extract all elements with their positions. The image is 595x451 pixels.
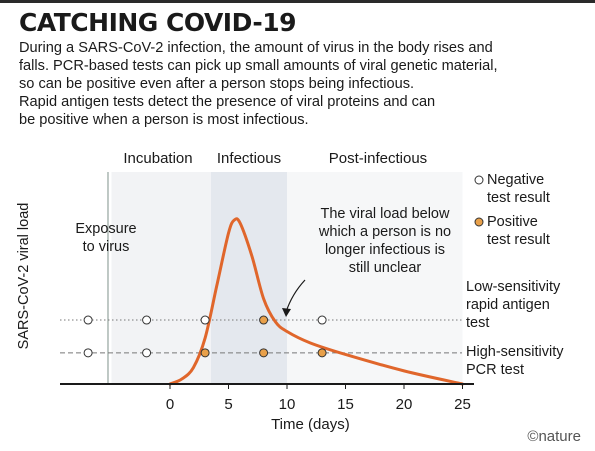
legend-label: test result <box>487 232 550 248</box>
pcr-test-label: PCR test <box>466 362 524 378</box>
phase-band-3 <box>287 172 463 384</box>
phase-band-1 <box>111 172 211 384</box>
intro-line: Rapid antigen tests detect the presence … <box>19 94 436 110</box>
phase-label-3: Post-infectious <box>329 150 427 167</box>
antigen-test-label: Low-sensitivity <box>466 279 561 295</box>
y-axis-title: SARS-CoV-2 viral load <box>16 203 32 350</box>
legend-label: Negative <box>487 172 544 188</box>
legend-label: Positive <box>487 214 538 230</box>
page-title: CATCHING COVID-19 <box>19 8 297 37</box>
positive-result-marker <box>259 348 269 358</box>
nature-credit: ©nature <box>527 428 581 445</box>
top-rule <box>0 0 595 3</box>
positive-result-marker <box>259 315 269 325</box>
phase-label-1: Incubation <box>123 150 192 167</box>
negative-result-marker <box>142 348 152 358</box>
pcr-test-label: High-sensitivity <box>466 344 564 360</box>
phase-label-2: Infectious <box>217 150 281 167</box>
annotation-arrowhead <box>282 308 291 317</box>
x-tick-label: 10 <box>279 396 296 413</box>
positive-result-marker <box>200 348 210 358</box>
viral-load-curve <box>168 217 464 386</box>
antigen-test-label: test <box>466 315 489 331</box>
legend-label: test result <box>487 190 550 206</box>
phase-band-2 <box>210 172 287 384</box>
x-axis-title: Time (days) <box>271 416 350 433</box>
x-tick-label: 25 <box>454 396 471 413</box>
negative-result-marker <box>83 315 93 325</box>
intro-line: falls. PCR-based tests can pick up small… <box>19 58 498 74</box>
annotation-text: still unclear <box>349 260 422 276</box>
negative-result-marker <box>83 348 93 358</box>
negative-result-marker <box>317 315 327 325</box>
x-tick-label: 15 <box>337 396 354 413</box>
intro-line: so can be positive even after a person s… <box>19 76 415 92</box>
negative-result-marker <box>200 315 210 325</box>
legend-negative-marker <box>474 175 484 185</box>
intro-text: During a SARS-CoV-2 infection, the amoun… <box>19 39 589 129</box>
legend-positive-marker <box>474 217 484 227</box>
antigen-test-label: rapid antigen <box>466 297 550 313</box>
intro-line: be positive when a person is most infect… <box>19 112 309 128</box>
positive-result-marker <box>317 348 327 358</box>
x-tick-label: 5 <box>224 396 232 413</box>
x-tick-label: 20 <box>396 396 413 413</box>
annotation-text: which a person is no <box>318 224 451 240</box>
negative-result-marker <box>142 315 152 325</box>
exposure-label: Exposure <box>75 221 136 237</box>
annotation-text: The viral load below <box>321 206 450 222</box>
x-tick-label: 0 <box>166 396 174 413</box>
intro-line: During a SARS-CoV-2 infection, the amoun… <box>19 40 493 56</box>
annotation-text: longer infectious is <box>325 242 445 258</box>
exposure-label: to virus <box>83 239 130 255</box>
